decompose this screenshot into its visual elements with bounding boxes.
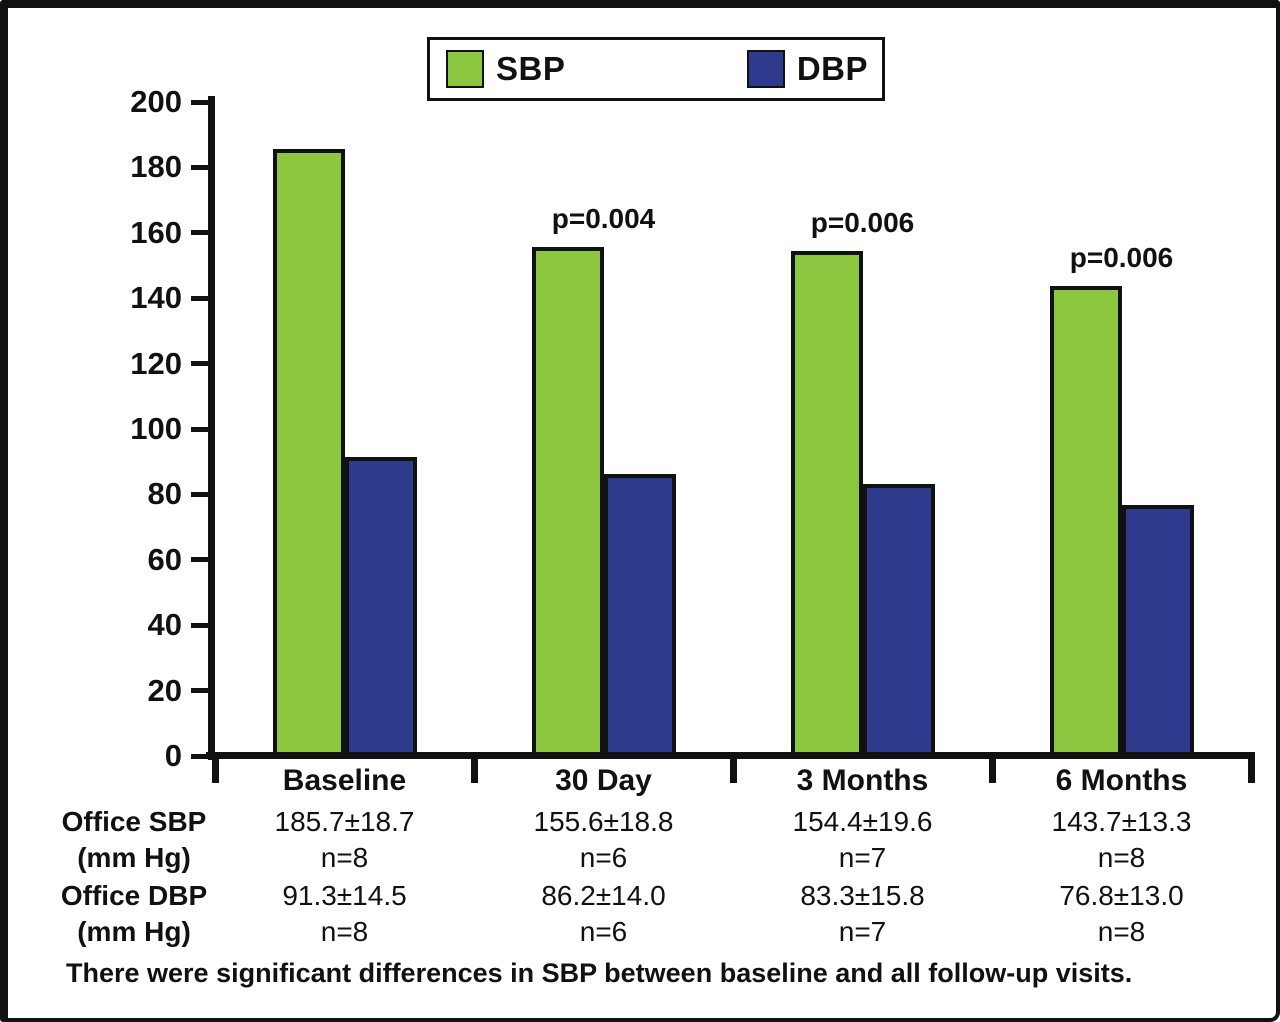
legend-item-dbp: DBP — [746, 50, 868, 88]
p-value-label-30-day: p=0.004 — [551, 203, 656, 235]
bar-dbp-baseline — [344, 457, 417, 759]
y-axis-tick — [191, 99, 211, 105]
table-cell-value: 83.3±15.8 — [800, 880, 925, 911]
bar-sbp-30-day — [531, 247, 604, 759]
bar-sbp-3-months — [790, 251, 863, 759]
table-cell-6-months-row1: 143.7±13.3 n=8 — [1007, 804, 1237, 876]
table-cell-value: 76.8±13.0 — [1059, 880, 1184, 911]
y-axis-tick — [191, 164, 211, 170]
table-cell-n: n=8 — [1097, 842, 1146, 873]
category-label-30-day: 30 Day — [555, 764, 652, 797]
y-axis-tick-label: 60 — [147, 541, 182, 577]
y-axis-tick — [191, 361, 211, 367]
table-cell-value: 91.3±14.5 — [282, 880, 407, 911]
row-label-office-sbp-line1: Office SBP — [61, 806, 207, 837]
row-label-office-dbp-line2: (mm Hg) — [77, 916, 191, 947]
table-cell-3-months-row2: 83.3±15.8 n=7 — [748, 878, 978, 950]
table-cell-6-months-row2: 76.8±13.0 n=8 — [1007, 878, 1237, 950]
chart-legend: SBP DBP — [427, 37, 885, 101]
x-axis-tick — [211, 755, 219, 783]
y-axis-tick — [191, 491, 211, 497]
x-axis-tick — [729, 755, 737, 783]
category-label-baseline: Baseline — [282, 764, 407, 797]
category-label-3-months: 3 Months — [796, 764, 929, 797]
y-axis-tick — [191, 230, 211, 236]
sbp-legend-label: SBP — [496, 50, 566, 87]
p-value-label-6-months: p=0.006 — [1069, 242, 1174, 274]
table-cell-n: n=6 — [579, 916, 628, 947]
sbp-legend-swatch — [446, 50, 484, 88]
bar-dbp-3-months — [862, 483, 935, 759]
y-axis-tick-label: 140 — [130, 280, 182, 316]
y-axis-line — [208, 96, 215, 760]
category-label-6-months: 6 Months — [1055, 764, 1188, 797]
table-cell-value: 185.7±18.7 — [274, 806, 415, 837]
y-axis-tick-label: 160 — [130, 214, 182, 250]
legend-item-sbp: SBP — [446, 50, 565, 88]
table-cell-n: n=7 — [838, 842, 887, 873]
table-cell-baseline-row2: 91.3±14.5 n=8 — [230, 878, 460, 950]
table-cell-value: 143.7±13.3 — [1051, 806, 1192, 837]
bar-dbp-6-months — [1121, 504, 1194, 759]
table-cell-n: n=6 — [579, 842, 628, 873]
row-label-office-sbp-line2: (mm Hg) — [77, 842, 191, 873]
y-axis-tick-label: 40 — [147, 607, 182, 643]
y-axis-tick-label: 120 — [130, 345, 182, 381]
row-label-office-dbp-line1: Office DBP — [60, 880, 208, 911]
p-value-label-3-months: p=0.006 — [810, 207, 915, 239]
table-cell-30-day-row1: 155.6±18.8 n=6 — [489, 804, 719, 876]
table-cell-n: n=7 — [838, 916, 887, 947]
y-axis-tick-label: 100 — [130, 411, 182, 446]
table-cell-n: n=8 — [320, 842, 369, 873]
table-cell-n: n=8 — [1097, 916, 1146, 947]
table-cell-3-months-row1: 154.4±19.6 n=7 — [748, 804, 978, 876]
footnote-text: There were significant differences in SB… — [66, 958, 1133, 988]
row-label-office-dbp: Office DBP (mm Hg) — [44, 878, 224, 950]
x-axis-tick — [988, 755, 996, 783]
table-cell-value: 86.2±14.0 — [541, 880, 666, 911]
y-axis-tick — [191, 295, 211, 301]
y-axis-tick — [191, 688, 211, 694]
table-cell-value: 155.6±18.8 — [533, 806, 674, 837]
x-axis-tick — [470, 755, 478, 783]
bar-dbp-30-day — [603, 474, 676, 759]
x-axis-tick — [1247, 755, 1255, 783]
y-axis-tick-label: 80 — [147, 476, 182, 512]
table-cell-30-day-row2: 86.2±14.0 n=6 — [489, 878, 719, 950]
table-cell-value: 154.4±19.6 — [792, 806, 933, 837]
dbp-legend-label: DBP — [796, 50, 868, 87]
dbp-legend-swatch — [746, 50, 785, 88]
row-label-office-sbp: Office SBP (mm Hg) — [44, 804, 224, 876]
y-axis-tick — [191, 753, 211, 759]
y-axis-tick-label: 200 — [130, 84, 182, 119]
table-cell-n: n=8 — [320, 916, 369, 947]
table-cell-baseline-row1: 185.7±18.7 n=8 — [230, 804, 460, 876]
y-axis-tick-label: 180 — [130, 149, 182, 185]
y-axis-tick-label: 20 — [147, 672, 182, 708]
bar-sbp-baseline — [272, 148, 345, 759]
bar-sbp-6-months — [1049, 286, 1122, 759]
y-axis-tick — [191, 426, 211, 432]
y-axis-tick — [191, 557, 211, 563]
y-axis-tick — [191, 622, 211, 628]
y-axis-tick-label: 0 — [164, 738, 182, 773]
